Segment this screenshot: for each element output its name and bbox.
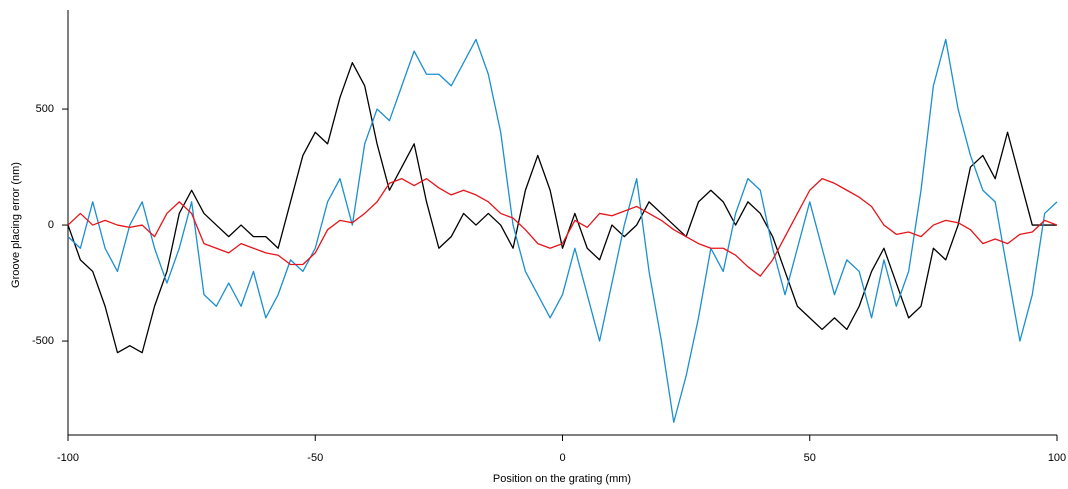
y-tick-label: -500 xyxy=(32,335,54,347)
x-tick-label: -100 xyxy=(57,452,79,464)
x-axis-label: Position on the grating (mm) xyxy=(493,473,631,485)
y-axis-label: Groove placing error (nm) xyxy=(10,162,22,288)
x-tick-label: 100 xyxy=(1048,452,1066,464)
series-line xyxy=(67,38,1058,423)
series-line xyxy=(67,178,1058,277)
x-tick-label: 50 xyxy=(804,452,816,464)
x-tick-label: -50 xyxy=(307,452,323,464)
y-tick-label: 500 xyxy=(36,103,54,115)
x-tick-label: 0 xyxy=(559,452,565,464)
series-line xyxy=(67,62,1057,354)
y-tick-label: 0 xyxy=(48,219,54,231)
